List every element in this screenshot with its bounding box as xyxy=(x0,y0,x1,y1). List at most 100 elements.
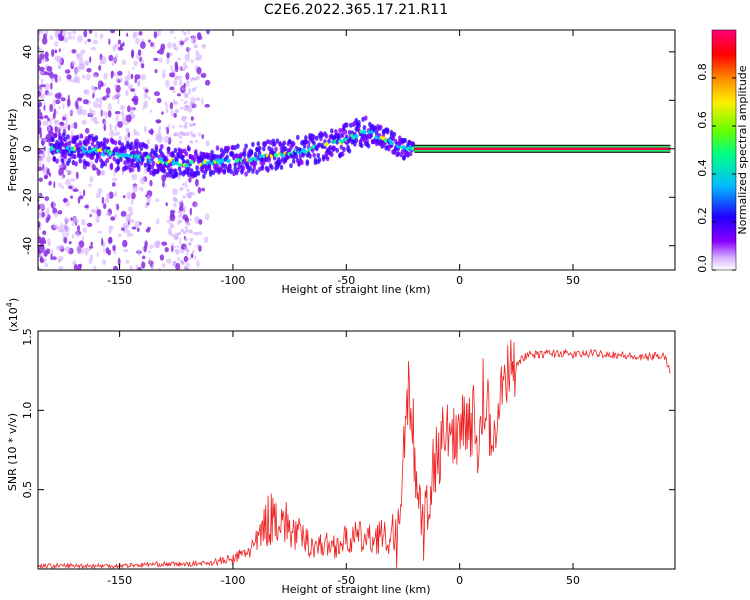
noise-speckle xyxy=(38,221,41,227)
noise-speckle xyxy=(65,119,69,124)
noise-speckle xyxy=(193,123,196,127)
ridge-point xyxy=(124,165,129,171)
noise-speckle xyxy=(125,127,130,133)
noise-speckle xyxy=(154,91,160,97)
noise-speckle xyxy=(135,37,140,45)
noise-speckle xyxy=(51,48,55,57)
noise-speckle xyxy=(133,92,136,96)
noise-speckle xyxy=(89,213,92,218)
ridge-point xyxy=(174,156,179,162)
ridge-point xyxy=(263,140,267,147)
noise-speckle xyxy=(184,217,190,223)
noise-speckle xyxy=(98,65,102,71)
noise-speckle xyxy=(150,42,154,47)
ridge-point xyxy=(304,139,308,145)
noise-speckle xyxy=(66,74,72,80)
noise-speckle xyxy=(116,92,121,98)
ridge-point xyxy=(339,144,344,150)
noise-speckle xyxy=(188,177,192,183)
noise-speckle xyxy=(66,98,71,107)
noise-speckle xyxy=(131,226,137,230)
noise-speckle xyxy=(43,250,48,257)
ridge-point xyxy=(66,134,70,140)
noise-speckle xyxy=(47,147,50,156)
ridge-point xyxy=(174,171,179,177)
x-tick-label: -50 xyxy=(337,574,355,587)
noise-speckle xyxy=(48,180,52,186)
noise-speckle xyxy=(117,121,123,128)
ridge-point xyxy=(60,141,65,147)
noise-speckle xyxy=(76,245,81,254)
noise-speckle xyxy=(184,181,188,190)
noise-speckle xyxy=(107,249,112,256)
noise-speckle xyxy=(40,78,44,85)
ridge-point xyxy=(147,164,152,170)
noise-speckle xyxy=(94,116,98,124)
ridge-point xyxy=(115,146,119,152)
noise-speckle xyxy=(181,199,184,202)
noise-speckle xyxy=(72,30,77,35)
noise-speckle xyxy=(155,240,161,245)
noise-speckle xyxy=(58,167,64,176)
x-tick-label: -100 xyxy=(220,574,245,587)
snr-y-label: SNR (10 * v/v) xyxy=(6,413,19,491)
ridge-point xyxy=(117,140,122,146)
noise-speckle xyxy=(55,99,61,105)
noise-speckle xyxy=(117,257,121,266)
noise-speckle xyxy=(38,111,43,120)
noise-speckle xyxy=(70,195,73,199)
noise-speckle xyxy=(181,115,186,122)
noise-speckle xyxy=(118,135,123,142)
ridge-point xyxy=(112,156,116,162)
noise-speckle xyxy=(67,124,71,131)
noise-speckle xyxy=(43,257,47,264)
noise-speckle xyxy=(204,103,210,108)
ridge-point xyxy=(274,146,278,152)
noise-speckle xyxy=(147,194,151,200)
ridge-point xyxy=(279,164,284,170)
noise-speckle xyxy=(185,131,190,137)
noise-speckle xyxy=(102,248,107,253)
noise-speckle xyxy=(38,210,42,219)
noise-speckle xyxy=(81,74,86,80)
noise-speckle xyxy=(84,62,89,66)
noise-speckle xyxy=(185,104,189,109)
ridge-point xyxy=(140,157,145,163)
noise-speckle xyxy=(58,125,64,130)
noise-speckle xyxy=(38,166,43,171)
noise-speckle xyxy=(198,219,203,225)
noise-speckle xyxy=(190,130,193,136)
noise-speckle xyxy=(106,94,110,98)
ridge-point xyxy=(357,120,361,126)
noise-speckle xyxy=(103,123,107,132)
y-tick-label: -40 xyxy=(21,237,34,255)
ridge-point xyxy=(153,168,157,174)
noise-speckle xyxy=(58,106,61,110)
noise-speckle xyxy=(102,96,107,101)
noise-speckle xyxy=(130,73,134,80)
noise-speckle xyxy=(77,35,83,43)
noise-speckle xyxy=(138,31,143,36)
noise-speckle xyxy=(155,218,160,225)
noise-speckle xyxy=(153,31,158,39)
ridge-point xyxy=(219,147,224,153)
noise-speckle xyxy=(121,116,125,125)
colorbar-tick-label: 0.4 xyxy=(696,159,709,177)
noise-speckle xyxy=(119,105,125,111)
spectrogram-x-label: Height of straight line (km) xyxy=(281,283,430,296)
ridge-point xyxy=(225,154,229,160)
ridge-point xyxy=(228,164,232,170)
noise-speckle xyxy=(101,111,108,116)
noise-speckle xyxy=(77,52,84,60)
noise-speckle xyxy=(189,123,193,127)
noise-speckle xyxy=(189,238,194,242)
noise-speckle xyxy=(174,36,177,39)
ridge-point xyxy=(136,164,141,170)
ridge-point xyxy=(62,148,66,154)
ridge-point xyxy=(330,128,334,134)
noise-speckle xyxy=(129,265,134,270)
noise-speckle xyxy=(39,256,43,262)
x-tick-label: -50 xyxy=(337,274,355,287)
ridge-point xyxy=(173,147,178,153)
noise-speckle xyxy=(62,116,66,121)
